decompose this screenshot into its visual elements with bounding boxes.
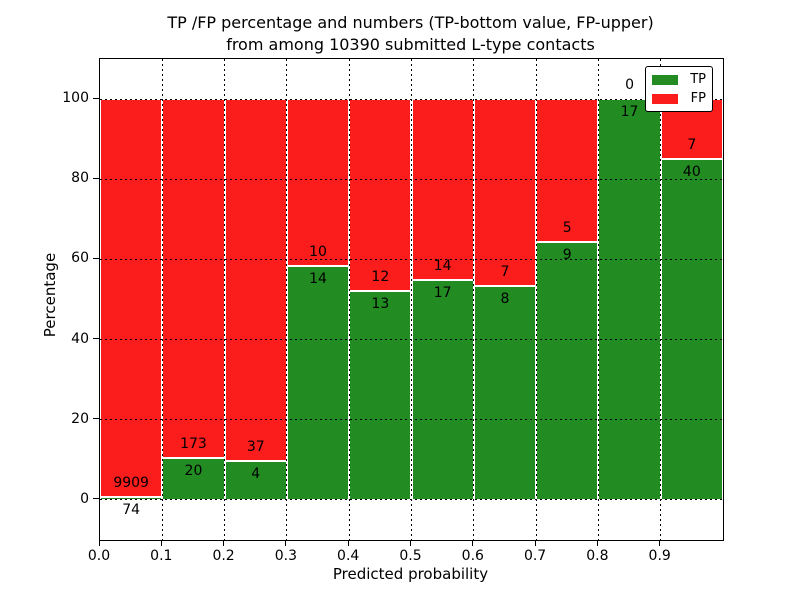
chart-title-line2: from among 10390 submitted L-type contac… bbox=[226, 35, 595, 54]
bar-segment-fp bbox=[536, 99, 599, 243]
x-axis-label: Predicted probability bbox=[332, 565, 489, 583]
y-tick-label: 60 bbox=[71, 250, 89, 267]
bar-segment-fp bbox=[100, 99, 163, 497]
x-tick bbox=[98, 541, 100, 546]
y-tick bbox=[93, 177, 99, 179]
x-tick-label: 0.4 bbox=[337, 548, 360, 564]
x-tick bbox=[223, 541, 225, 546]
tp-count-label: 17 bbox=[433, 285, 452, 302]
y-tick-label: 40 bbox=[71, 330, 89, 347]
bar-segment-fp bbox=[162, 99, 225, 459]
plot-area: 9909 74 173 20 37 4 10 14 12 13 14 17 7 8 5 9 0 17 7 40 bbox=[99, 58, 724, 541]
v-gridline bbox=[286, 59, 288, 540]
tp-count-label: 74 bbox=[122, 501, 141, 518]
tp-count-label: 8 bbox=[500, 291, 510, 308]
bar-segment-tp bbox=[224, 460, 287, 500]
tp-count-label: 4 bbox=[251, 465, 261, 482]
x-tick-label: 0.1 bbox=[150, 548, 173, 564]
x-tick bbox=[347, 541, 349, 546]
fp-count-label: 5 bbox=[562, 220, 572, 237]
y-tick-label: 100 bbox=[62, 90, 89, 107]
y-tick-label: 20 bbox=[71, 410, 89, 427]
x-tick bbox=[410, 541, 411, 546]
x-tick-label: 0.7 bbox=[523, 548, 547, 564]
x-tick bbox=[160, 541, 162, 546]
legend: TP FP bbox=[645, 66, 713, 112]
tp-count-label: 20 bbox=[184, 463, 203, 480]
bar-segment-tp bbox=[598, 99, 661, 500]
x-tick-label: 0.5 bbox=[399, 548, 422, 564]
y-tick-label: 80 bbox=[71, 170, 89, 187]
bar-segment-fp bbox=[411, 99, 474, 281]
fp-legend-label: FP bbox=[690, 91, 706, 106]
tp-count-label: 17 bbox=[620, 104, 639, 121]
bar-segment-fp bbox=[286, 99, 350, 267]
fp-count-label: 0 bbox=[625, 77, 634, 94]
v-gridline bbox=[660, 59, 662, 540]
tp-count-label: 40 bbox=[682, 163, 701, 180]
x-tick-label: 0.3 bbox=[274, 548, 298, 564]
v-gridline bbox=[535, 59, 537, 540]
fp-count-label: 9909 bbox=[113, 474, 149, 491]
x-tick-label: 0.9 bbox=[648, 548, 671, 564]
v-gridline bbox=[224, 59, 226, 540]
x-tick bbox=[472, 541, 474, 546]
v-gridline bbox=[473, 59, 475, 540]
x-tick bbox=[285, 541, 287, 546]
tp-count-label: 14 bbox=[309, 271, 327, 288]
tp-count-label: 9 bbox=[562, 247, 572, 264]
bar-segment-tp bbox=[536, 242, 599, 500]
tp-legend-label: TP bbox=[690, 72, 706, 87]
fp-count-label: 7 bbox=[687, 136, 697, 153]
tp-legend-swatch bbox=[652, 74, 678, 85]
y-tick-label: 0 bbox=[80, 490, 89, 507]
bar-segment-fp bbox=[224, 99, 287, 461]
fp-count-label: 7 bbox=[500, 264, 510, 281]
tp-count-label: 13 bbox=[371, 296, 390, 313]
bar-segment-tp bbox=[349, 291, 412, 500]
fp-count-label: 10 bbox=[309, 244, 327, 261]
fp-count-label: 12 bbox=[371, 269, 390, 286]
v-gridline bbox=[411, 59, 412, 540]
legend-row-tp: TP bbox=[652, 72, 706, 87]
y-tick bbox=[93, 97, 99, 99]
v-gridline bbox=[348, 59, 350, 540]
fp-count-label: 37 bbox=[246, 438, 265, 455]
x-tick-label: 0.6 bbox=[461, 548, 484, 564]
bar-segment-tp bbox=[286, 266, 350, 500]
x-tick-label: 0.2 bbox=[212, 548, 235, 564]
x-tick bbox=[596, 541, 598, 546]
y-tick bbox=[93, 418, 99, 420]
x-tick-label: 0.8 bbox=[586, 548, 609, 564]
y-tick bbox=[93, 257, 99, 259]
bar-segment-tp bbox=[473, 286, 537, 500]
legend-row-fp: FP bbox=[652, 91, 706, 106]
v-gridline bbox=[161, 59, 163, 540]
bar-segment-tp bbox=[660, 158, 723, 500]
y-tick bbox=[93, 338, 99, 340]
bar-segment-fp bbox=[473, 99, 537, 287]
chart-title-line1: TP /FP percentage and numbers (TP-bottom… bbox=[167, 13, 654, 32]
bar-segment-tp bbox=[411, 280, 474, 500]
y-tick bbox=[93, 498, 99, 500]
fp-legend-swatch bbox=[652, 93, 678, 104]
x-tick bbox=[659, 541, 661, 546]
v-gridline bbox=[597, 59, 599, 540]
fp-count-label: 173 bbox=[180, 436, 207, 453]
x-tick bbox=[534, 541, 536, 546]
x-tick-label: 0.0 bbox=[87, 548, 111, 564]
fp-count-label: 14 bbox=[433, 258, 452, 275]
chart-title: TP /FP percentage and numbers (TP-bottom… bbox=[99, 12, 722, 56]
bar-segment-fp bbox=[349, 99, 412, 292]
